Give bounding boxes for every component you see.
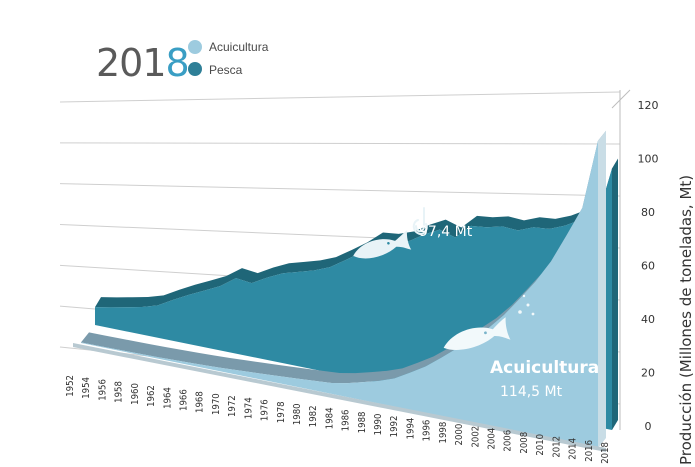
acuicultura-area-value: 114,5 Mt: [500, 384, 563, 400]
y-tick-label: 0: [645, 420, 652, 433]
x-tick-label: 1982: [308, 405, 319, 427]
x-tick-label: 1996: [422, 420, 433, 442]
x-tick-label: 1988: [357, 412, 368, 434]
x-tick-label: 1952: [65, 375, 76, 397]
year-last-digit: 8: [166, 41, 189, 85]
y-tick-label: 100: [638, 153, 659, 166]
x-tick-label: 1986: [341, 410, 352, 432]
pesca-area-value: 97,4 Mt: [419, 224, 473, 240]
x-tick-label: 1990: [373, 414, 384, 436]
x-tick-label: 2008: [519, 432, 530, 454]
y-tick-label: 80: [641, 206, 655, 219]
legend-swatch-pesca: [188, 62, 202, 76]
x-tick-label: 2006: [503, 430, 514, 452]
x-tick-label: 2004: [487, 428, 498, 450]
legend: Acuicultura Pesca: [188, 40, 269, 77]
x-tick-label: 1980: [292, 403, 303, 425]
x-tick-label: 2010: [535, 434, 546, 456]
x-tick-label: 1972: [227, 395, 238, 417]
gridline: [60, 92, 620, 102]
x-tick-label: 2016: [584, 440, 595, 462]
x-tick-label: 1966: [178, 389, 189, 411]
y-axis-ticks: 0 20 40 60 80 100 120: [638, 99, 659, 433]
gridline: [60, 143, 620, 144]
x-tick-label: 1958: [114, 381, 125, 403]
year-title: 2018: [96, 41, 189, 85]
axis-frame: [612, 90, 630, 108]
x-tick-label: 1992: [389, 416, 400, 438]
x-tick-label: 1998: [438, 422, 449, 444]
acuicultura-area-side: [598, 131, 606, 448]
pesca-area-side: [612, 159, 618, 430]
x-tick-label: 1954: [81, 377, 92, 399]
x-tick-label: 2002: [470, 426, 481, 448]
legend-label-acuicultura: Acuicultura: [209, 40, 269, 54]
x-tick-label: 1974: [243, 397, 254, 419]
x-tick-label: 1978: [276, 401, 287, 423]
x-tick-label: 1960: [130, 383, 141, 405]
y-axis-label: Producción (Millones de toneladas, Mt): [677, 175, 695, 465]
pesca-area-label: Pesca: [434, 198, 490, 218]
legend-swatch-acuicultura: [188, 40, 202, 54]
year-prefix: 201: [96, 41, 166, 85]
x-tick-label: 1956: [97, 379, 108, 401]
x-tick-label: 2018: [600, 442, 611, 464]
y-tick-label: 120: [638, 99, 659, 112]
legend-label-pesca: Pesca: [209, 63, 243, 77]
x-tick-label: 1984: [324, 407, 335, 429]
y-tick-label: 40: [641, 313, 655, 326]
y-tick-label: 20: [641, 367, 655, 380]
acuicultura-area-label: Acuicultura: [490, 358, 599, 378]
x-tick-label: 1976: [260, 399, 271, 421]
x-tick-label: 1962: [146, 385, 157, 407]
x-tick-label: 1964: [162, 387, 173, 409]
y-tick-label: 60: [641, 260, 655, 273]
x-tick-label: 1968: [195, 391, 206, 413]
x-tick-label: 1994: [405, 418, 416, 440]
x-tick-label: 1970: [211, 393, 222, 415]
gridline: [60, 184, 620, 196]
x-tick-label: 2012: [551, 436, 562, 458]
x-tick-label: 2014: [568, 438, 579, 460]
x-tick-label: 2000: [454, 424, 465, 446]
